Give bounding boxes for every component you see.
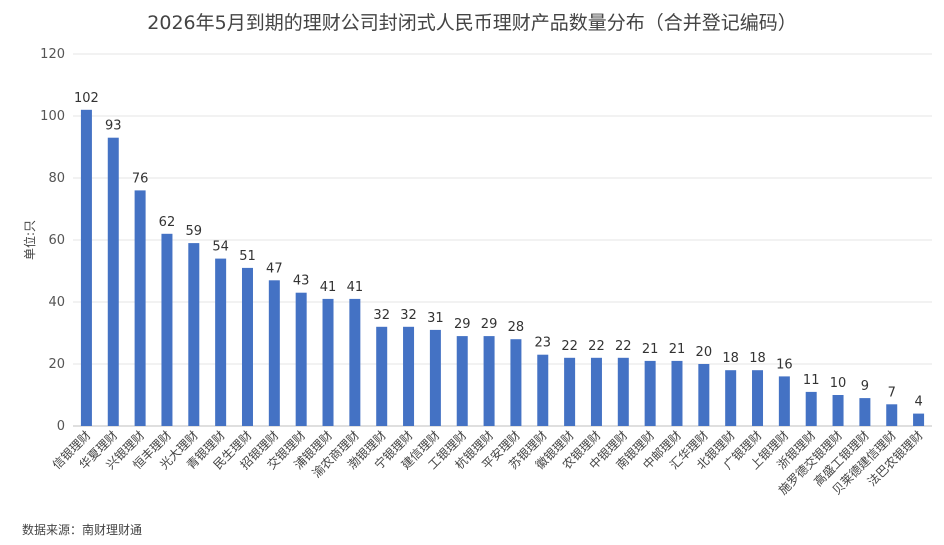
data-label: 54 [212, 240, 229, 255]
data-label: 43 [293, 274, 310, 289]
bar [241, 267, 253, 426]
bar [590, 357, 602, 426]
bar [725, 370, 737, 426]
bar [215, 258, 227, 426]
data-label: 32 [400, 308, 417, 323]
data-label: 62 [159, 215, 176, 230]
data-label: 22 [588, 339, 605, 354]
data-label: 4 [914, 395, 922, 410]
bar [510, 339, 522, 426]
data-label: 21 [642, 342, 659, 357]
chart-title: 2026年5月到期的理财公司封闭式人民币理财产品数量分布（合并登记编码） [147, 12, 797, 34]
y-tick-label: 40 [48, 295, 65, 310]
data-label: 41 [347, 280, 364, 295]
bar [134, 190, 146, 426]
bar [322, 298, 334, 426]
x-axis-labels: 信银理财华夏理财兴银理财恒丰理财光大理财青银理财民生理财招银理财交银理财浦银理财… [50, 428, 926, 498]
bar [107, 137, 119, 426]
data-label: 28 [508, 320, 525, 335]
data-label: 51 [239, 249, 256, 264]
y-tick-label: 60 [48, 233, 65, 248]
data-label: 47 [266, 261, 283, 276]
bar [80, 109, 92, 427]
data-label: 21 [669, 342, 686, 357]
bar [349, 298, 361, 426]
data-label: 11 [803, 373, 820, 388]
data-label: 32 [373, 308, 390, 323]
data-label: 102 [74, 91, 99, 106]
bar [644, 360, 656, 426]
bar [376, 326, 388, 426]
data-label: 7 [888, 385, 896, 400]
bar [268, 280, 280, 426]
data-label: 16 [776, 357, 793, 372]
data-label: 10 [830, 376, 847, 391]
bar [564, 357, 576, 426]
data-label: 9 [861, 379, 869, 394]
bars [80, 109, 925, 427]
data-label: 31 [427, 311, 444, 326]
y-axis-title: 单位:只 [22, 220, 37, 260]
bar [913, 413, 925, 426]
bar [403, 326, 415, 426]
data-label: 76 [132, 171, 149, 186]
bar [617, 357, 629, 426]
bar [483, 336, 495, 426]
y-tick-label: 100 [40, 109, 65, 124]
data-label: 59 [186, 224, 203, 239]
data-label: 29 [481, 317, 498, 332]
bar [832, 395, 844, 426]
bar [886, 404, 898, 426]
bar [698, 364, 710, 426]
bar [188, 243, 200, 426]
y-tick-label: 80 [48, 171, 65, 186]
data-label: 22 [561, 339, 578, 354]
data-label: 22 [615, 339, 632, 354]
data-label: 29 [454, 317, 471, 332]
bar [859, 398, 871, 426]
gridlines [73, 53, 932, 427]
data-label: 18 [722, 351, 739, 366]
y-tick-label: 120 [40, 47, 65, 62]
bar [805, 391, 817, 426]
data-label: 23 [534, 336, 551, 351]
bar [295, 292, 307, 426]
y-tick-label: 20 [48, 357, 65, 372]
bar [671, 360, 683, 426]
data-label: 93 [105, 119, 122, 134]
y-axis-ticks: 0 20 40 60 80 100 120 [40, 47, 65, 434]
y-tick-label: 0 [57, 419, 65, 434]
data-label: 20 [696, 345, 713, 360]
data-source: 数据来源：南财理财通 [22, 523, 143, 537]
bar [537, 354, 549, 426]
bar [456, 336, 468, 426]
bar [752, 370, 764, 426]
data-label: 18 [749, 351, 766, 366]
bar [429, 329, 441, 426]
bar [161, 233, 173, 426]
data-label: 41 [320, 280, 337, 295]
bar [778, 376, 790, 426]
